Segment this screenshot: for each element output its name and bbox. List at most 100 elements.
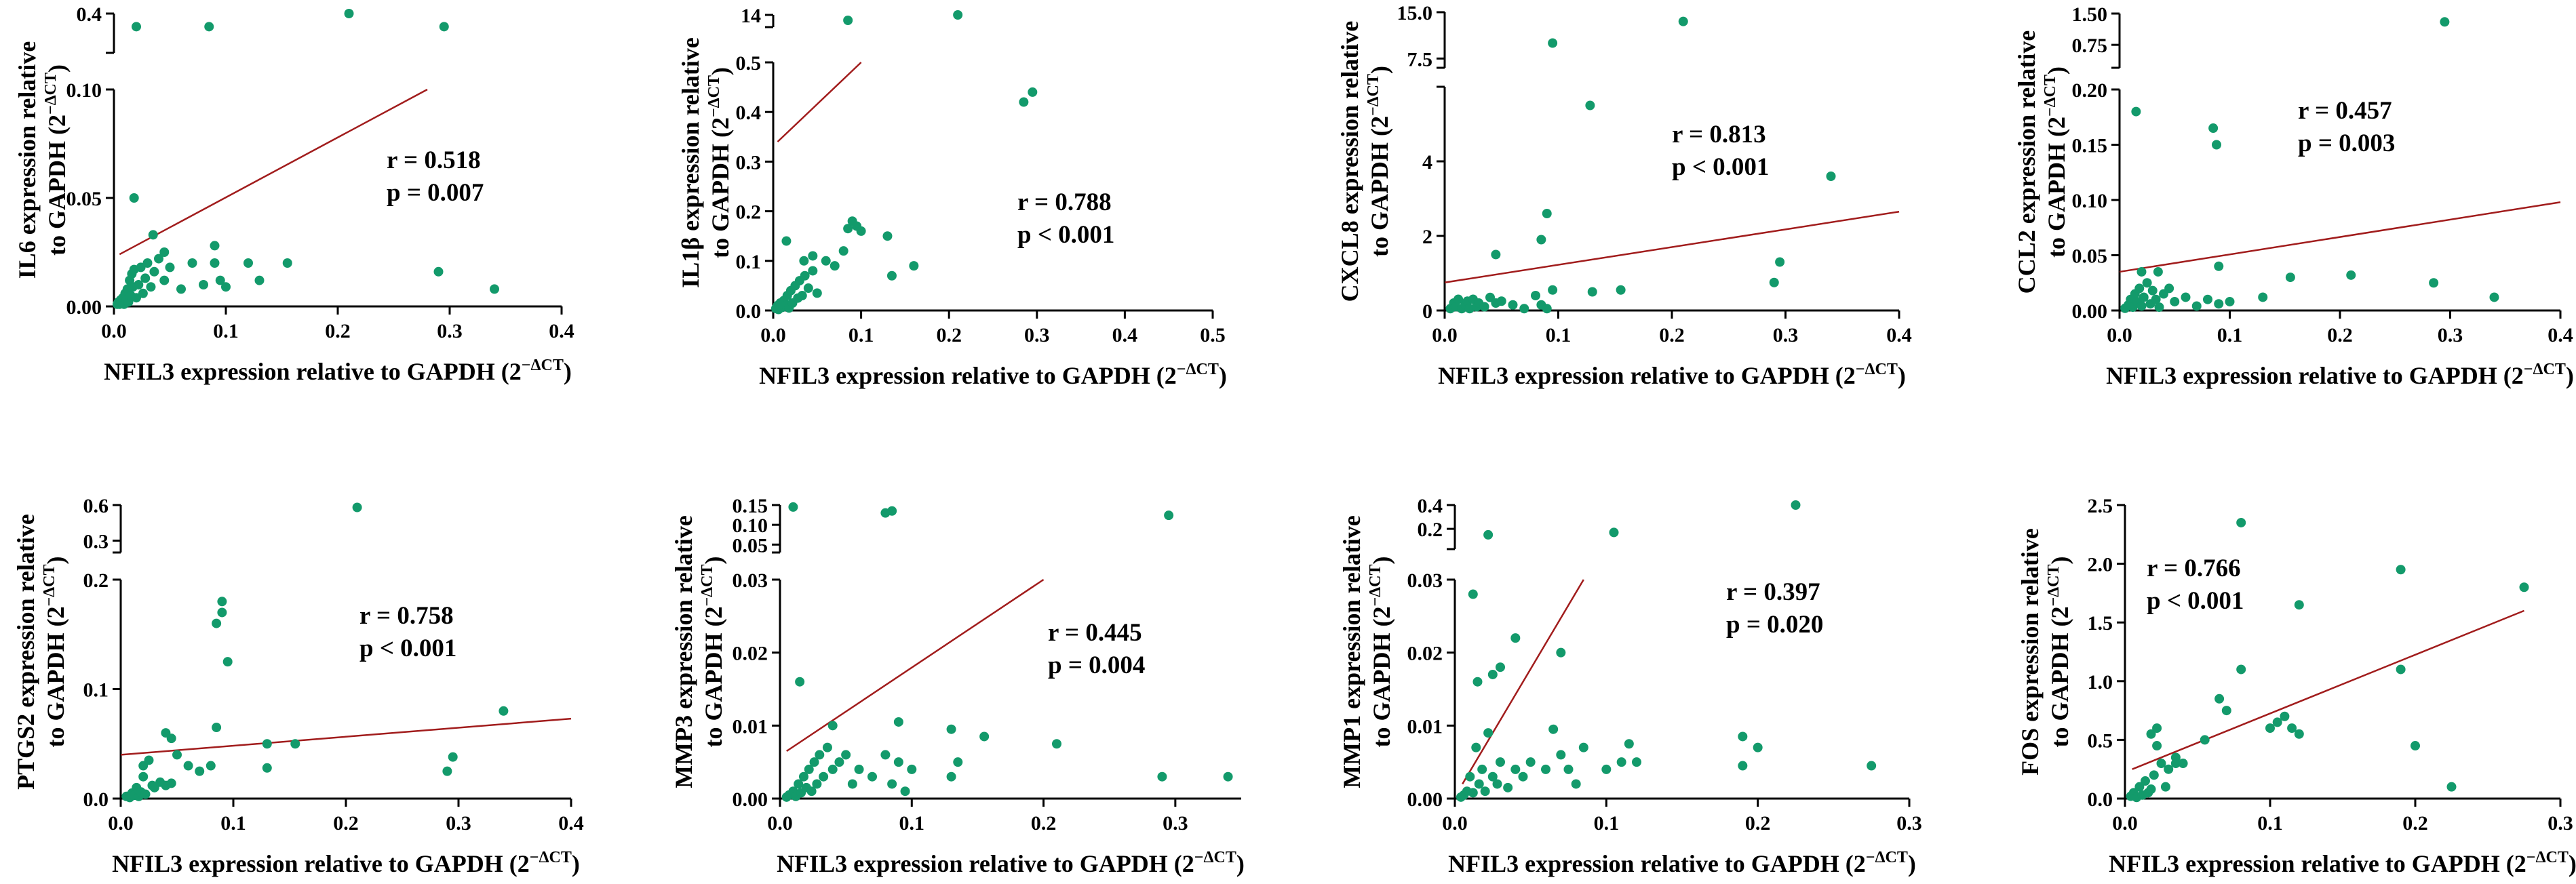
data-point <box>187 258 197 268</box>
data-point <box>204 22 214 32</box>
x-tick-label: 0.1 <box>220 812 246 835</box>
r-value: r = 0.518 <box>387 146 481 174</box>
data-point <box>1487 669 1498 679</box>
data-point <box>1471 742 1481 752</box>
data-point <box>819 771 829 782</box>
data-point <box>352 502 362 513</box>
x-tick-label: 0.1 <box>1594 812 1620 835</box>
data-point <box>781 236 792 246</box>
data-point <box>834 757 844 767</box>
data-point <box>1826 172 1836 181</box>
y-tick-label: 0.4 <box>77 3 102 26</box>
x-tick-label: 0.2 <box>1031 812 1057 835</box>
y-tick-label: 15.0 <box>1397 2 1433 24</box>
data-point <box>1563 764 1574 774</box>
data-point <box>2214 299 2224 309</box>
data-point <box>822 742 832 752</box>
data-point <box>166 778 176 788</box>
data-point <box>953 757 963 767</box>
y-tick-label: 0.1 <box>736 251 762 273</box>
y-tick-label: 0.20 <box>2072 79 2108 102</box>
x-tick-label: 0.1 <box>2257 812 2283 835</box>
r-value: r = 0.457 <box>2298 97 2392 125</box>
data-point <box>282 258 292 268</box>
y-axis-label: MMP3 expression relative to GAPDH (2−ΔCT) <box>670 515 727 788</box>
y-tick-label: 0.3 <box>736 151 762 174</box>
data-point <box>1542 304 1552 314</box>
chart-ptgs2: 0.0 0.1 0.2 0.3 0.4 0.0 0.1 0.2 0.3 0.6 r = 0.758 p… <box>12 495 584 877</box>
data-point <box>1525 757 1536 767</box>
data-point <box>1531 291 1540 300</box>
y-tick-label: 0.1 <box>83 679 109 702</box>
data-point <box>2214 261 2224 271</box>
data-point <box>1791 500 1801 510</box>
data-point <box>907 764 917 774</box>
chart-cxcl8: 0.0 0.1 0.2 0.3 0.4 0 2 4 7.5 15.0 r = 0.813 p < 0.… <box>1336 2 1912 389</box>
data-point <box>2156 759 2166 769</box>
data-point <box>439 22 449 32</box>
r-value: r = 0.813 <box>1672 121 1766 148</box>
y-tick-label: 0 <box>1422 300 1432 323</box>
data-point <box>1496 662 1505 672</box>
data-point <box>262 739 272 749</box>
x-tick-label: 0.0 <box>767 812 793 835</box>
data-point <box>2191 301 2202 311</box>
data-point <box>2294 600 2304 610</box>
data-point <box>222 657 233 667</box>
x-axis-label: NFIL3 expression relative to GAPDH (2−ΔC… <box>2106 361 2574 389</box>
y-tick-label: 0.5 <box>2088 729 2113 752</box>
data-point <box>856 226 866 236</box>
y-axis-label: IL6 expression relative to GAPDH (2−ΔCT) <box>14 41 71 279</box>
y-tick-label: 0.75 <box>2072 35 2108 57</box>
regression-line <box>119 88 428 256</box>
data-point <box>821 256 831 266</box>
chart-il1b: 0.0 0.1 0.2 0.3 0.4 0.5 0.0 0.1 0.2 0.3 0.4 0.5 14 r … <box>677 5 1227 389</box>
data-point <box>2178 759 2188 769</box>
data-point <box>2214 694 2225 704</box>
x-tick-label: 0.0 <box>760 324 786 346</box>
data-point <box>262 763 272 773</box>
data-point <box>893 757 903 767</box>
x-tick-label: 0.3 <box>2438 324 2463 346</box>
data-point <box>1028 87 1038 97</box>
data-point <box>148 230 158 240</box>
x-tick-label: 0.4 <box>558 812 584 835</box>
x-tick-label: 0.0 <box>1442 812 1468 835</box>
data-point <box>212 723 222 733</box>
data-point <box>946 724 956 734</box>
data-point <box>2208 123 2219 134</box>
data-point <box>1487 771 1498 782</box>
data-point <box>433 266 444 277</box>
data-point <box>144 755 154 765</box>
data-point <box>140 789 151 799</box>
data-point <box>1578 742 1588 752</box>
data-point <box>1510 764 1521 774</box>
x-tick-label: 0.3 <box>1024 324 1050 346</box>
x-tick-label: 0.1 <box>1546 324 1572 346</box>
data-point <box>217 597 227 607</box>
data-point <box>1453 294 1464 304</box>
data-point <box>843 224 853 234</box>
y-tick-label: 0.05 <box>733 534 768 557</box>
x-axis-label: NFIL3 expression relative to GAPDH (2−ΔC… <box>777 849 1245 877</box>
data-point <box>2152 723 2162 734</box>
data-point <box>808 251 818 261</box>
y-tick-label: 0.2 <box>736 201 762 224</box>
p-value: p = 0.007 <box>387 179 484 207</box>
p-value: p < 0.001 <box>359 635 456 662</box>
data-point <box>2153 266 2163 277</box>
data-point <box>815 750 825 760</box>
x-axis-label: NFIL3 expression relative to GAPDH (2−ΔC… <box>759 361 1227 389</box>
y-axis-label: MMP1 expression relative to GAPDH (2−ΔCT) <box>1338 515 1395 788</box>
data-point <box>2170 296 2180 306</box>
data-point <box>490 284 499 294</box>
x-tick-label: 0.2 <box>936 324 962 346</box>
x-tick-label: 0.3 <box>1896 812 1922 835</box>
data-point <box>1477 764 1487 774</box>
data-point <box>199 280 208 289</box>
x-axis-label: NFIL3 expression relative to GAPDH (2−ΔC… <box>2109 849 2576 877</box>
x-tick-label: 0.3 <box>1773 324 1799 346</box>
regression-line <box>2132 609 2524 770</box>
data-point <box>800 270 810 281</box>
data-point <box>2136 266 2147 277</box>
